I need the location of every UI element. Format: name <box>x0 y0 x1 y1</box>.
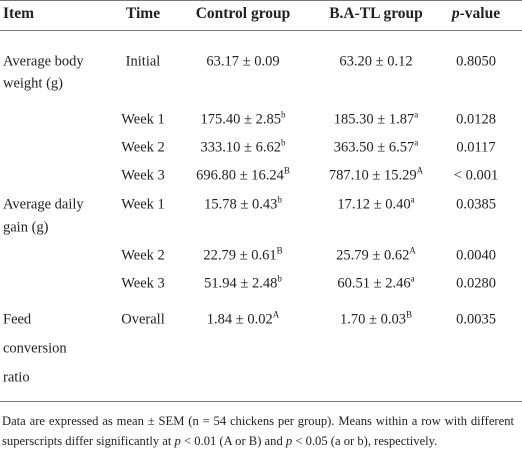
p-cell: < 0.001 <box>453 167 499 184</box>
header-cell: Item <box>3 5 34 22</box>
value: 363.50 ± 6.57 <box>333 139 415 156</box>
header-text: -value <box>459 5 501 22</box>
superscript: B <box>283 165 290 176</box>
value-cell: 17.12 ± 0.40a <box>337 194 415 214</box>
value-cell: 175.40 ± 2.85b <box>200 109 286 129</box>
value: 15.78 ± 0.43 <box>204 196 278 213</box>
superscript: a <box>410 194 415 205</box>
value: 17.12 ± 0.40 <box>337 196 411 213</box>
header-cell: B.A-TL group <box>329 5 423 22</box>
value-cell: 1.84 ± 0.02A <box>206 309 280 329</box>
header-rule <box>0 30 522 31</box>
time-cell: Week 2 <box>121 139 165 156</box>
p-cell: 0.8050 <box>456 53 496 70</box>
p-cell: 0.0117 <box>456 139 496 156</box>
value-cell: 185.30 ± 1.87a <box>333 109 419 129</box>
p-cell: 0.0280 <box>456 275 496 292</box>
superscript: b <box>280 109 286 120</box>
item-line: Feed <box>3 311 32 328</box>
value: 787.10 ± 15.29 <box>328 167 417 184</box>
superscript: b <box>277 273 282 284</box>
value: 1.84 ± 0.02 <box>206 311 273 328</box>
p-cell: 0.0385 <box>456 196 496 213</box>
superscript: A <box>409 245 416 256</box>
value-cell: 15.78 ± 0.43b <box>204 194 282 214</box>
value-cell: 1.70 ± 0.03B <box>340 309 412 329</box>
footnote-part: Data are expressed as mean ± SEM (n = 54… <box>2 414 514 448</box>
item-line: Average daily <box>3 196 84 213</box>
value-cell: 63.17 ± 0.09 <box>206 54 279 71</box>
time-cell: Week 1 <box>121 111 165 128</box>
time-cell: Week 3 <box>121 167 165 184</box>
value: 60.51 ± 2.46 <box>337 275 411 292</box>
value: 63.20 ± 0.12 <box>339 53 413 70</box>
superscript: a <box>414 137 419 148</box>
superscript: A <box>272 309 280 320</box>
value: 63.17 ± 0.09 <box>206 53 280 70</box>
item-line: conversion <box>3 340 67 357</box>
footnote-part: < 0.01 (A or B) and <box>180 434 286 448</box>
value-cell: 333.10 ± 6.62b <box>200 137 286 157</box>
time-cell: Week 3 <box>121 275 165 292</box>
footnote-part: p <box>285 434 293 448</box>
superscript: a <box>410 273 415 284</box>
bottom-rule <box>0 401 522 402</box>
value: 696.80 ± 16.24 <box>196 167 284 184</box>
superscript: B <box>405 309 412 320</box>
item-line: Average body <box>3 53 84 70</box>
value: 25.79 ± 0.62 <box>336 247 410 264</box>
time-cell: Week 2 <box>121 247 165 264</box>
superscript: b <box>277 194 282 205</box>
item-line: weight (g) <box>3 75 63 92</box>
value: 1.70 ± 0.03 <box>340 311 406 328</box>
footnote: Data are expressed as mean ± SEM (n = 54… <box>2 411 514 451</box>
value-cell: 696.80 ± 16.24B <box>196 165 290 185</box>
header-cell: p-value <box>452 5 500 23</box>
footnote-part: < 0.05 (a or b), respectively. <box>292 434 438 448</box>
item-line: gain (g) <box>3 219 49 236</box>
value: 51.94 ± 2.48 <box>204 275 278 292</box>
value: 333.10 ± 6.62 <box>200 139 281 156</box>
footnote-part: p <box>174 434 181 448</box>
time-cell: Week 1 <box>121 196 165 213</box>
header-cell: Time <box>125 5 161 22</box>
top-rule <box>0 0 522 1</box>
header-italic: p <box>451 5 460 22</box>
value-cell: 25.79 ± 0.62A <box>336 245 416 265</box>
superscript: b <box>280 137 286 148</box>
value-cell: 63.20 ± 0.12 <box>339 54 412 71</box>
value: 175.40 ± 2.85 <box>200 111 281 128</box>
superscript: B <box>276 245 283 256</box>
p-cell: 0.0035 <box>456 311 496 328</box>
value: 185.30 ± 1.87 <box>333 111 415 128</box>
value: 22.79 ± 0.61 <box>203 247 277 264</box>
p-cell: 0.0040 <box>456 247 496 264</box>
value-cell: 363.50 ± 6.57a <box>333 137 419 157</box>
value-cell: 787.10 ± 15.29A <box>328 165 424 185</box>
superscript: a <box>414 109 419 120</box>
time-cell: Overall <box>121 311 165 328</box>
item-line: ratio <box>3 369 30 386</box>
p-cell: 0.0128 <box>456 111 496 128</box>
superscript: A <box>416 165 424 176</box>
value-cell: 22.79 ± 0.61B <box>203 245 283 265</box>
value-cell: 60.51 ± 2.46a <box>337 273 415 293</box>
value-cell: 51.94 ± 2.48b <box>204 273 282 293</box>
time-cell: Initial <box>125 53 161 70</box>
header-cell: Control group <box>195 5 291 22</box>
